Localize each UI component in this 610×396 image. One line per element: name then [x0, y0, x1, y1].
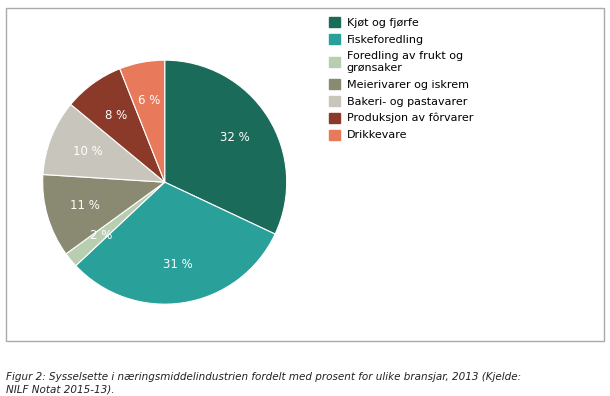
Wedge shape: [165, 60, 287, 234]
Wedge shape: [120, 60, 165, 182]
Wedge shape: [43, 175, 165, 254]
Text: Figur 2: Sysselsette i næringsmiddelindustrien fordelt med prosent for ulike bra: Figur 2: Sysselsette i næringsmiddelindu…: [6, 372, 521, 394]
Legend: Kjøt og fjørfe, Fiskeforedling, Foredling av frukt og
grønsaker, Meierivarer og : Kjøt og fjørfe, Fiskeforedling, Foredlin…: [329, 17, 473, 140]
Wedge shape: [43, 105, 165, 182]
Text: 8 %: 8 %: [105, 109, 127, 122]
Text: 32 %: 32 %: [220, 131, 249, 144]
Text: 6 %: 6 %: [138, 94, 160, 107]
Text: 2 %: 2 %: [90, 228, 112, 242]
Text: 11 %: 11 %: [70, 199, 100, 212]
Wedge shape: [76, 182, 275, 304]
Text: 31 %: 31 %: [163, 258, 193, 270]
Text: 10 %: 10 %: [73, 145, 102, 158]
Wedge shape: [71, 69, 165, 182]
Wedge shape: [66, 182, 165, 266]
